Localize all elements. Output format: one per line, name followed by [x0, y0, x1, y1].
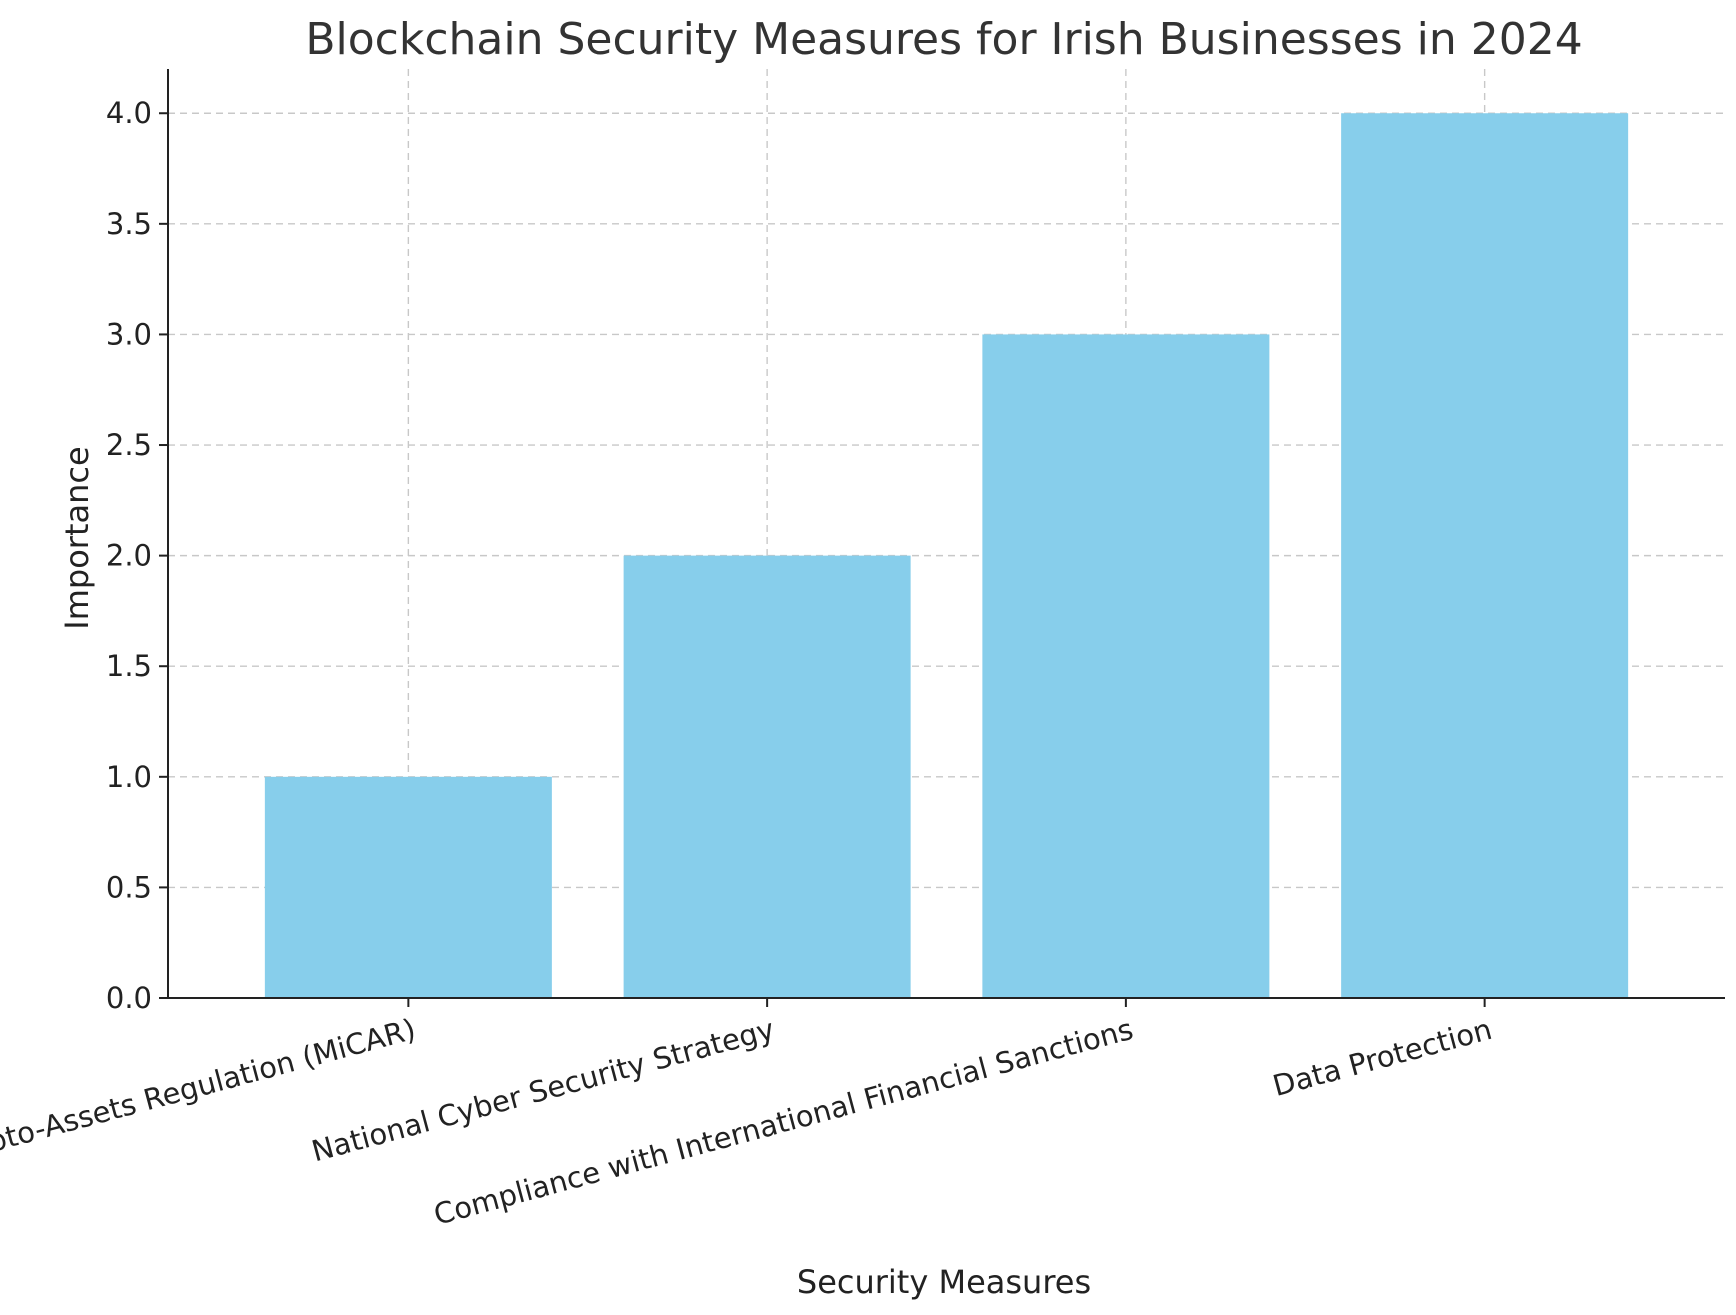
bars — [264, 113, 1629, 998]
x-axis-ticks: Markets in Crypto-Assets Regulation (MiC… — [0, 998, 1495, 1232]
y-tick-label: 2.0 — [106, 539, 152, 573]
y-tick-label: 1.0 — [106, 760, 152, 794]
x-tick-label: Compliance with International Financial … — [430, 1012, 1137, 1232]
bar — [264, 776, 552, 998]
y-tick-label: 0.5 — [106, 870, 152, 904]
bar — [982, 334, 1270, 998]
x-axis-label: Security Measures — [797, 1263, 1091, 1301]
x-tick-label: Markets in Crypto-Assets Regulation (MiC… — [0, 1012, 419, 1213]
x-tick-label: Data Protection — [1269, 1012, 1495, 1103]
y-tick-label: 2.5 — [106, 428, 152, 462]
y-tick-label: 3.5 — [106, 207, 152, 241]
y-axis-label: Importance — [58, 446, 96, 629]
bar — [1341, 113, 1629, 998]
y-tick-label: 1.5 — [106, 649, 152, 683]
bar — [623, 555, 911, 998]
y-tick-label: 4.0 — [106, 96, 152, 130]
y-axis-ticks: 0.0 0.5 1.0 1.5 2.0 2.5 3.0 3.5 4.0 — [106, 96, 168, 1015]
chart-title: Blockchain Security Measures for Irish B… — [305, 14, 1582, 65]
y-tick-label: 0.0 — [106, 981, 152, 1015]
y-tick-label: 3.0 — [106, 317, 152, 351]
